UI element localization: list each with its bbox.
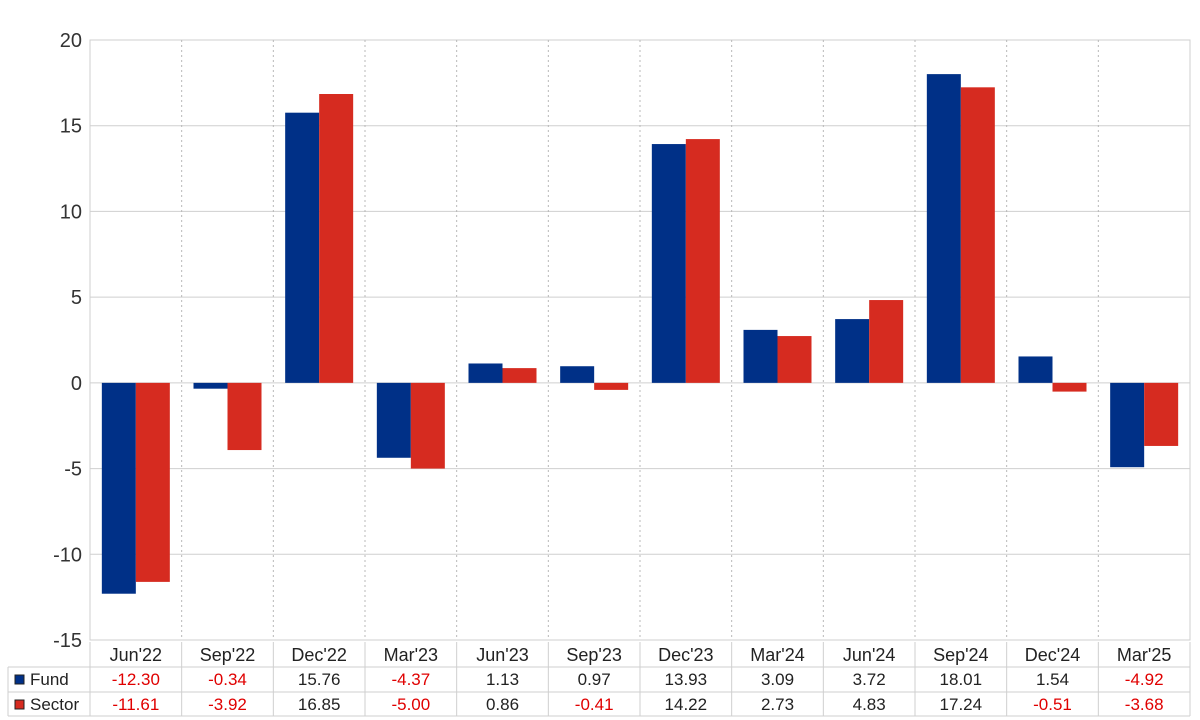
bar-sector (869, 300, 904, 383)
y-tick-label: 0 (71, 373, 82, 395)
data-label-fund: -4.37 (391, 670, 430, 689)
bar-fund (651, 144, 686, 383)
data-label-sector: -0.41 (575, 695, 614, 714)
data-label-sector: 16.85 (298, 695, 341, 714)
x-category-label: Jun'24 (843, 645, 895, 665)
x-category-label: Jun'23 (476, 645, 528, 665)
bar-fund (468, 363, 503, 383)
bar-fund (285, 112, 320, 383)
data-table: Jun'22 Sep'22 Dec'22 Mar'23 Jun'23 Sep'23 Dec'… (7, 642, 1191, 717)
bar-fund (1018, 356, 1053, 383)
bar-fund (101, 382, 136, 594)
bar-fund (560, 366, 595, 383)
data-label-sector: -3.68 (1125, 695, 1164, 714)
y-tick-label: -10 (53, 544, 82, 566)
data-label-sector: -11.61 (112, 695, 159, 714)
data-label-sector: 2.73 (761, 695, 794, 714)
grid-lines (89, 39, 1191, 641)
y-tick-label: 15 (60, 116, 82, 138)
x-category-label: Dec'22 (291, 645, 346, 665)
x-category-label: Jun'22 (110, 645, 162, 665)
y-tick-label: 5 (71, 287, 82, 309)
y-tick-label: 10 (60, 201, 82, 223)
bar-sector (319, 94, 354, 383)
bar-fund (193, 382, 228, 389)
bar-sector (135, 382, 170, 582)
bar-sector (594, 382, 629, 390)
bar-fund (835, 319, 870, 383)
x-category-label: Mar'24 (750, 645, 804, 665)
data-label-fund: 3.72 (853, 670, 886, 689)
x-category-label: Sep'24 (933, 645, 989, 665)
bar-fund (1110, 382, 1145, 468)
data-label-sector: -5.00 (391, 695, 430, 714)
data-label-sector: 4.83 (853, 695, 886, 714)
x-category-label: Mar'23 (384, 645, 438, 665)
legend-swatch-fund (14, 674, 25, 685)
data-label-fund: -0.34 (208, 670, 247, 689)
bar-fund (743, 329, 778, 383)
bar-sector (1052, 382, 1087, 392)
x-category-label: Dec'24 (1025, 645, 1080, 665)
x-category-label: Dec'23 (658, 645, 713, 665)
bar-sector (502, 368, 537, 383)
y-tick-label: -5 (64, 459, 82, 481)
y-axis: 20 15 10 5 0 -5 -10 -15 (53, 30, 82, 652)
data-label-fund: 15.76 (298, 670, 341, 689)
data-label-sector: -0.51 (1033, 695, 1072, 714)
bar-sector (1144, 382, 1179, 446)
x-category-label: Sep'22 (200, 645, 256, 665)
data-label-fund: 18.01 (940, 670, 983, 689)
bar-sector (227, 382, 262, 451)
legend-label-fund: Fund (30, 670, 69, 689)
data-label-fund: 1.13 (486, 670, 519, 689)
data-label-fund: 3.09 (761, 670, 794, 689)
bar-sector (960, 87, 995, 383)
bar-fund (376, 382, 411, 458)
bar-sector (685, 139, 720, 383)
x-category-label: Sep'23 (566, 645, 622, 665)
y-tick-label: -15 (53, 630, 82, 652)
data-label-fund: -4.92 (1125, 670, 1164, 689)
data-label-sector: 14.22 (665, 695, 708, 714)
bar-sector (777, 336, 812, 383)
data-label-sector: 17.24 (940, 695, 983, 714)
x-category-label: Mar'25 (1117, 645, 1171, 665)
bars (101, 74, 1179, 594)
data-label-fund: 13.93 (665, 670, 708, 689)
legend-label-sector: Sector (30, 695, 79, 714)
bar-sector (410, 382, 445, 469)
bar-fund (926, 74, 961, 383)
data-label-fund: 1.54 (1036, 670, 1069, 689)
data-label-sector: 0.86 (486, 695, 519, 714)
data-label-fund: 0.97 (578, 670, 611, 689)
legend-swatch-sector (14, 699, 25, 710)
data-label-sector: -3.92 (208, 695, 247, 714)
y-tick-label: 20 (60, 30, 82, 52)
data-label-fund: -12.30 (112, 670, 160, 689)
